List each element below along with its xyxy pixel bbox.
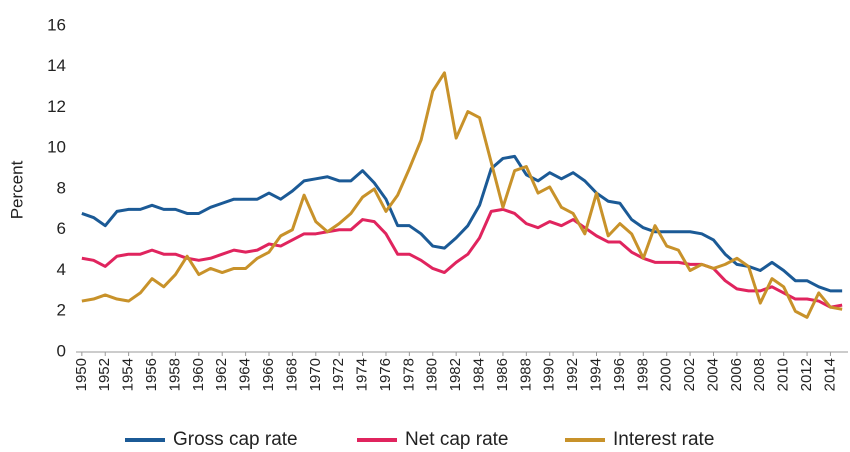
x-tick-label: 1960 [190,358,207,391]
x-tick-label: 2004 [704,358,721,391]
x-tick-label: 1978 [400,358,417,391]
x-tick-label: 1996 [611,358,628,391]
x-tick-label: 1954 [120,358,137,391]
x-tick-label: 2006 [728,358,745,391]
x-tick-label: 1976 [377,358,394,391]
x-tick-label: 1964 [237,358,254,391]
y-tick-label: 6 [57,219,66,238]
x-tick-label: 1956 [143,358,160,391]
x-tick-label: 1962 [213,358,230,391]
legend-label: Net cap rate [405,429,509,450]
line-series [81,207,843,309]
legend-label: Interest rate [613,429,714,450]
y-tick-label: 12 [47,97,66,116]
x-tick-label: 2002 [681,358,698,391]
x-tick-label: 1958 [166,358,183,391]
x-tick-label: 1994 [587,358,604,391]
y-tick-label: 0 [57,341,66,360]
x-tick-label: 1966 [260,358,277,391]
x-tick-label: 2000 [658,358,675,391]
legend-label: Gross cap rate [173,429,298,450]
x-tick-label: 1990 [541,358,558,391]
x-tick-label: 2008 [751,358,768,391]
y-tick-label: 10 [47,138,66,157]
x-tick-label: 1982 [447,358,464,391]
y-tick-label: 8 [57,178,66,197]
x-tick-label: 1974 [354,358,371,391]
x-tick-label: 1988 [517,358,534,391]
y-tick-label: 14 [47,56,66,75]
y-tick-label: 4 [57,260,66,279]
x-tick-label: 1986 [494,358,511,391]
line-series [81,71,843,319]
x-tick-label: 2014 [821,358,838,391]
y-tick-label: 2 [57,301,66,320]
x-tick-label: 1968 [283,358,300,391]
x-tick-label: 2012 [798,358,815,391]
x-tick-label: 1952 [96,358,113,391]
x-tick-label: 1984 [471,358,488,391]
x-tick-label: 1950 [73,358,90,391]
x-tick-label: 1992 [564,358,581,391]
x-tick-label: 1970 [307,358,324,391]
x-tick-label: 1972 [330,358,347,391]
x-tick-label: 1980 [424,358,441,391]
x-tick-label: 2010 [775,358,792,391]
line-series [81,154,843,293]
x-tick-label: 1998 [634,358,651,391]
y-tick-label: 16 [47,15,66,34]
y-axis-label: Percent [7,160,26,219]
